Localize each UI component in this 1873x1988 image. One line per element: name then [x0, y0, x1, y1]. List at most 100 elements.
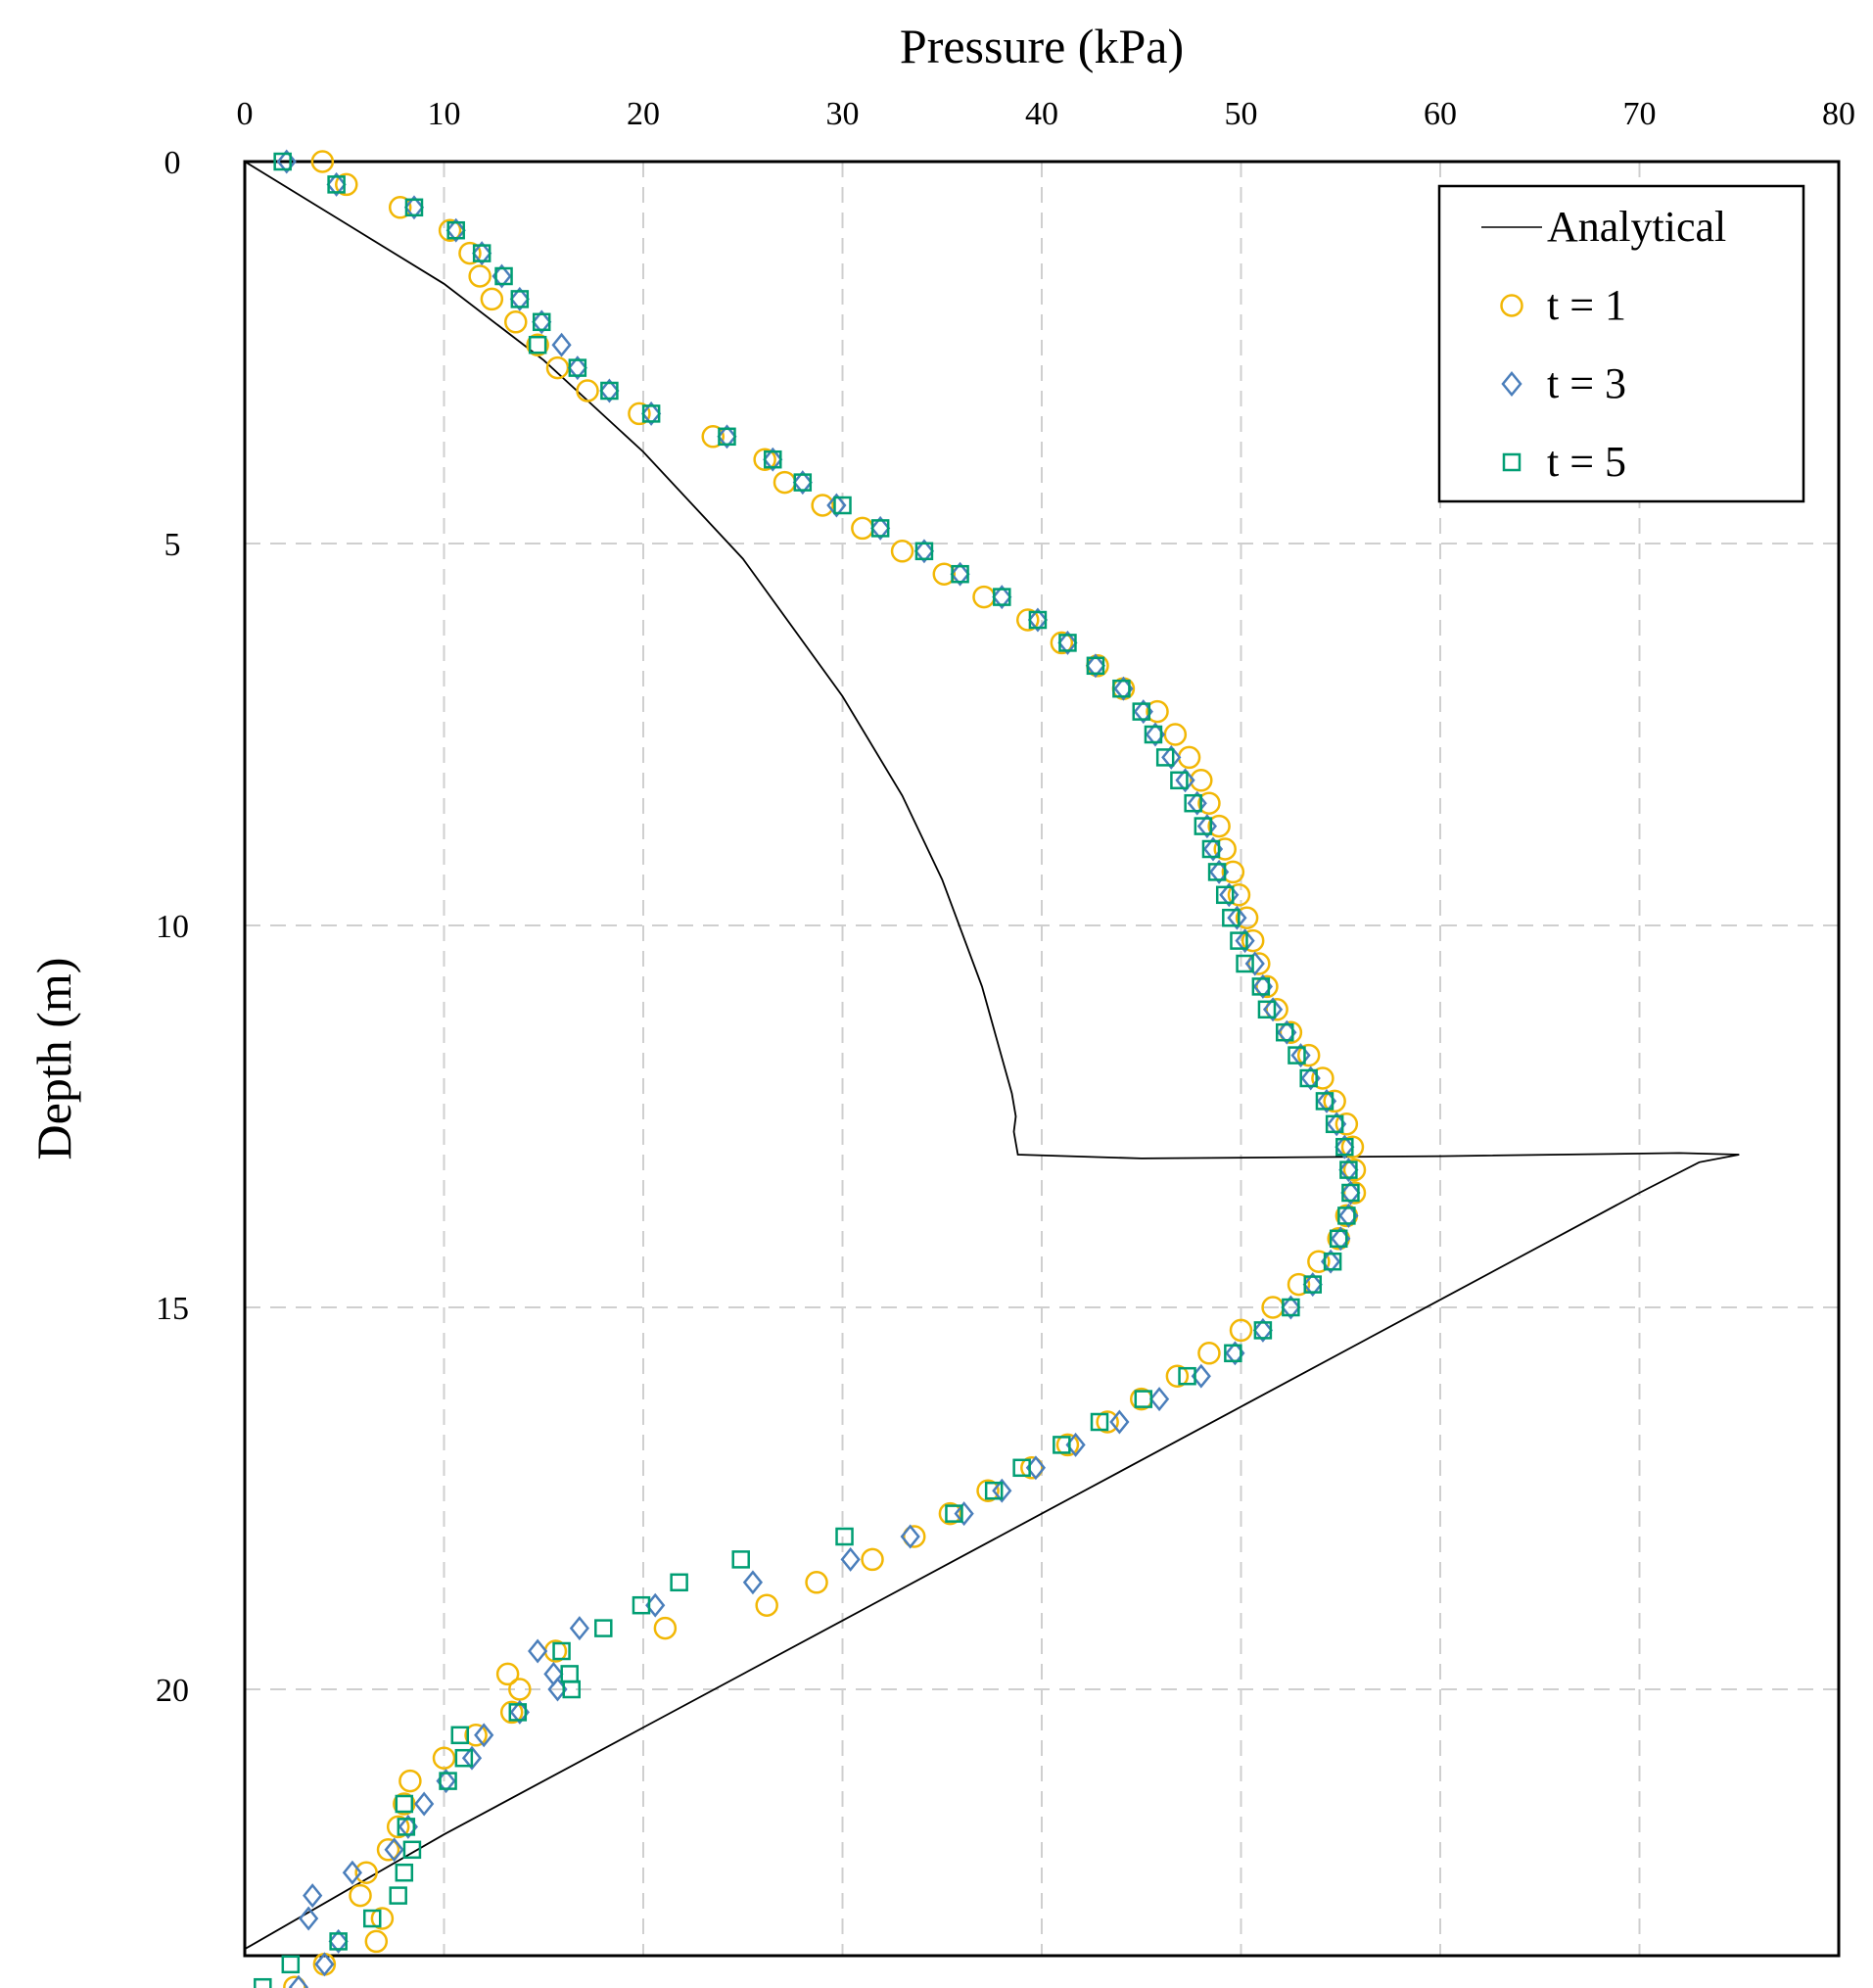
point-t5: [1341, 1183, 1360, 1203]
point-t1: [480, 287, 504, 311]
point-t1: [468, 264, 492, 288]
point-t1: [932, 562, 957, 586]
x-tick-label: 80: [1822, 96, 1855, 132]
point-t5: [670, 1573, 688, 1592]
point-t3: [288, 1974, 309, 1988]
point-t5: [508, 1703, 528, 1722]
point-t3: [1027, 607, 1049, 633]
point-t3: [599, 378, 620, 403]
point-t5: [1337, 1207, 1356, 1225]
point-t3: [1175, 768, 1195, 793]
point-t1: [398, 1769, 422, 1793]
point-t5: [1325, 1114, 1344, 1134]
point-t1: [1096, 1410, 1119, 1434]
point-t5: [1224, 1344, 1242, 1363]
point-t3: [900, 1524, 920, 1549]
point-t3: [1148, 1387, 1170, 1412]
legend-box: [1437, 184, 1805, 503]
point-t1: [1307, 1250, 1331, 1273]
point-t5: [1201, 839, 1221, 859]
legend-marker-t1: [1500, 294, 1523, 317]
point-t5: [1282, 1298, 1300, 1317]
point-t5: [833, 496, 852, 515]
point-t5: [1276, 1022, 1294, 1042]
legend-label-t5: t = 5: [1547, 438, 1626, 486]
point-t5: [1215, 885, 1235, 905]
point-t5: [1288, 1046, 1306, 1065]
point-t1: [1165, 1364, 1190, 1388]
point-t5: [1178, 1366, 1196, 1386]
point-t5: [1207, 863, 1227, 881]
point-t3: [992, 1478, 1012, 1503]
point-t5: [395, 1794, 414, 1814]
legend-marker-t5: [1502, 452, 1522, 472]
point-t3: [1340, 1180, 1361, 1206]
point-t1: [1255, 974, 1279, 999]
point-t1: [1247, 952, 1271, 975]
point-t1: [335, 172, 358, 197]
point-t1: [364, 1929, 389, 1954]
point-t1: [310, 150, 335, 173]
point-t5: [1251, 977, 1271, 996]
point-t1: [1163, 723, 1188, 746]
point-t3: [1302, 1272, 1323, 1298]
point-t5: [1170, 771, 1189, 790]
point-t5: [1236, 954, 1254, 973]
point-t1: [773, 470, 797, 495]
y-tick-label: 10: [156, 909, 189, 945]
point-t5: [439, 1772, 457, 1790]
point-t1: [545, 355, 570, 380]
point-t1: [1207, 814, 1231, 838]
point-t5: [1335, 1137, 1354, 1157]
point-t1: [349, 1883, 372, 1908]
point-t5: [273, 152, 292, 171]
point-t5: [568, 358, 587, 377]
point-t1: [1020, 1456, 1044, 1480]
point-t3: [414, 1791, 435, 1817]
point-t1: [1335, 1112, 1359, 1136]
point-t5: [600, 381, 619, 401]
analytical-curve: [244, 161, 1740, 1950]
plot-frame: [243, 160, 1841, 1958]
x-tick-label: 30: [826, 96, 860, 132]
point-t5: [389, 1886, 407, 1905]
point-t3: [299, 1906, 319, 1931]
point-t1: [755, 1593, 778, 1617]
point-t3: [950, 561, 970, 587]
point-t3: [1244, 951, 1265, 976]
point-t5: [552, 1641, 571, 1661]
point-t5: [528, 335, 547, 355]
point-t1: [1311, 1066, 1335, 1090]
point-t1: [903, 1525, 926, 1548]
point-t3: [1161, 744, 1182, 770]
point-t1: [1340, 1135, 1365, 1159]
point-t5: [560, 1665, 579, 1683]
point-t5: [594, 1619, 613, 1637]
point-t3: [1085, 653, 1106, 679]
point-t5: [1315, 1092, 1335, 1111]
point-t1: [1177, 745, 1201, 770]
point-t1: [1146, 699, 1169, 724]
point-t3: [870, 515, 891, 541]
point-t5: [362, 1909, 382, 1928]
point-t3: [1290, 1043, 1311, 1068]
point-t3: [551, 332, 572, 357]
point-t5: [718, 427, 736, 447]
point-t5: [984, 1481, 1004, 1500]
point-t1: [376, 1838, 400, 1862]
point-t3: [528, 1638, 548, 1664]
point-t1: [972, 585, 996, 609]
point-t3: [1262, 997, 1284, 1022]
point-t5: [510, 290, 530, 308]
point-t5: [1028, 610, 1048, 630]
point-t5: [1194, 817, 1213, 835]
point-t5: [1184, 793, 1202, 813]
point-t1: [1279, 1020, 1303, 1044]
point-t1: [499, 1700, 524, 1725]
point-t1: [1197, 1342, 1221, 1365]
point-t5: [951, 564, 969, 584]
point-t5: [402, 1840, 422, 1860]
point-t5: [472, 244, 492, 262]
point-t5: [835, 1527, 854, 1546]
point-t5: [1090, 1412, 1109, 1432]
